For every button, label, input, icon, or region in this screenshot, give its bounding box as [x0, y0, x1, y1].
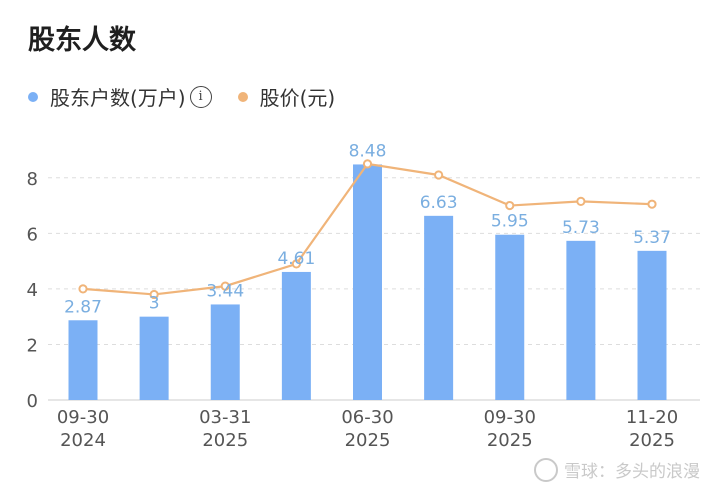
bar-value-label: 8.48 [349, 141, 387, 161]
price-point [647, 199, 657, 209]
y-tick-label: 6 [27, 224, 38, 245]
x-tick-label: 06-30 [341, 407, 393, 428]
x-tick-label-year: 2024 [60, 430, 106, 451]
x-tick-label: 09-30 [484, 407, 536, 428]
legend-dot-holders [28, 91, 38, 102]
y-tick-label: 2 [27, 335, 38, 356]
legend-dot-price [237, 91, 248, 102]
bar-value-label: 5.95 [491, 212, 529, 232]
y-tick-label: 0 [27, 391, 38, 412]
bar-value-label: 5.37 [633, 228, 671, 248]
price-point [149, 289, 159, 300]
bar [495, 234, 525, 400]
bar [424, 215, 454, 400]
bar [566, 240, 596, 400]
chart-title: 股东人数 [28, 25, 136, 56]
legend-label-holders: 股东户数(万户) [50, 86, 186, 110]
x-tick-label: 03-31 [199, 407, 251, 428]
bar-value-label: 3 [149, 294, 160, 314]
legend: 股东户数(万户) i 股价(元) [28, 82, 361, 111]
price-point [220, 281, 230, 291]
bar [68, 320, 98, 400]
bar-value-label: 6.63 [420, 193, 458, 213]
bar-value-label: 5.73 [562, 218, 600, 238]
price-point [78, 284, 88, 294]
bar [210, 304, 240, 400]
bar [353, 164, 382, 400]
x-tick-label-year: 2025 [345, 430, 391, 451]
bar [139, 316, 169, 400]
y-tick-label: 8 [27, 169, 38, 190]
bar [281, 271, 311, 400]
bar-value-label: 4.61 [277, 249, 315, 269]
price-point [362, 159, 373, 169]
legend-item-holders[interactable]: 股东户数(万户) i [28, 82, 212, 111]
bar-value-label: 2.87 [64, 297, 102, 317]
info-icon[interactable]: i [189, 85, 212, 108]
x-tick-label: 09-30 [57, 407, 109, 428]
watermark-text: 雪球：多头的浪漫 [564, 462, 700, 482]
x-tick-label-year: 2025 [202, 430, 248, 451]
x-tick-label-year: 2025 [487, 430, 533, 451]
price-point [505, 200, 515, 211]
legend-item-price[interactable]: 股价(元) [237, 82, 336, 111]
y-tick-label: 4 [27, 280, 38, 301]
watermark: 雪球：多头的浪漫 [534, 457, 700, 482]
price-point [291, 259, 301, 269]
bar [637, 250, 667, 400]
price-point [576, 196, 586, 206]
x-tick-label: 11-20 [626, 407, 678, 428]
x-tick-label-year: 2025 [629, 430, 675, 451]
watermark-logo-icon [534, 457, 558, 482]
bar-value-label: 3.44 [206, 281, 244, 301]
price-point [434, 170, 444, 180]
legend-label-price: 股价(元) [259, 86, 336, 110]
